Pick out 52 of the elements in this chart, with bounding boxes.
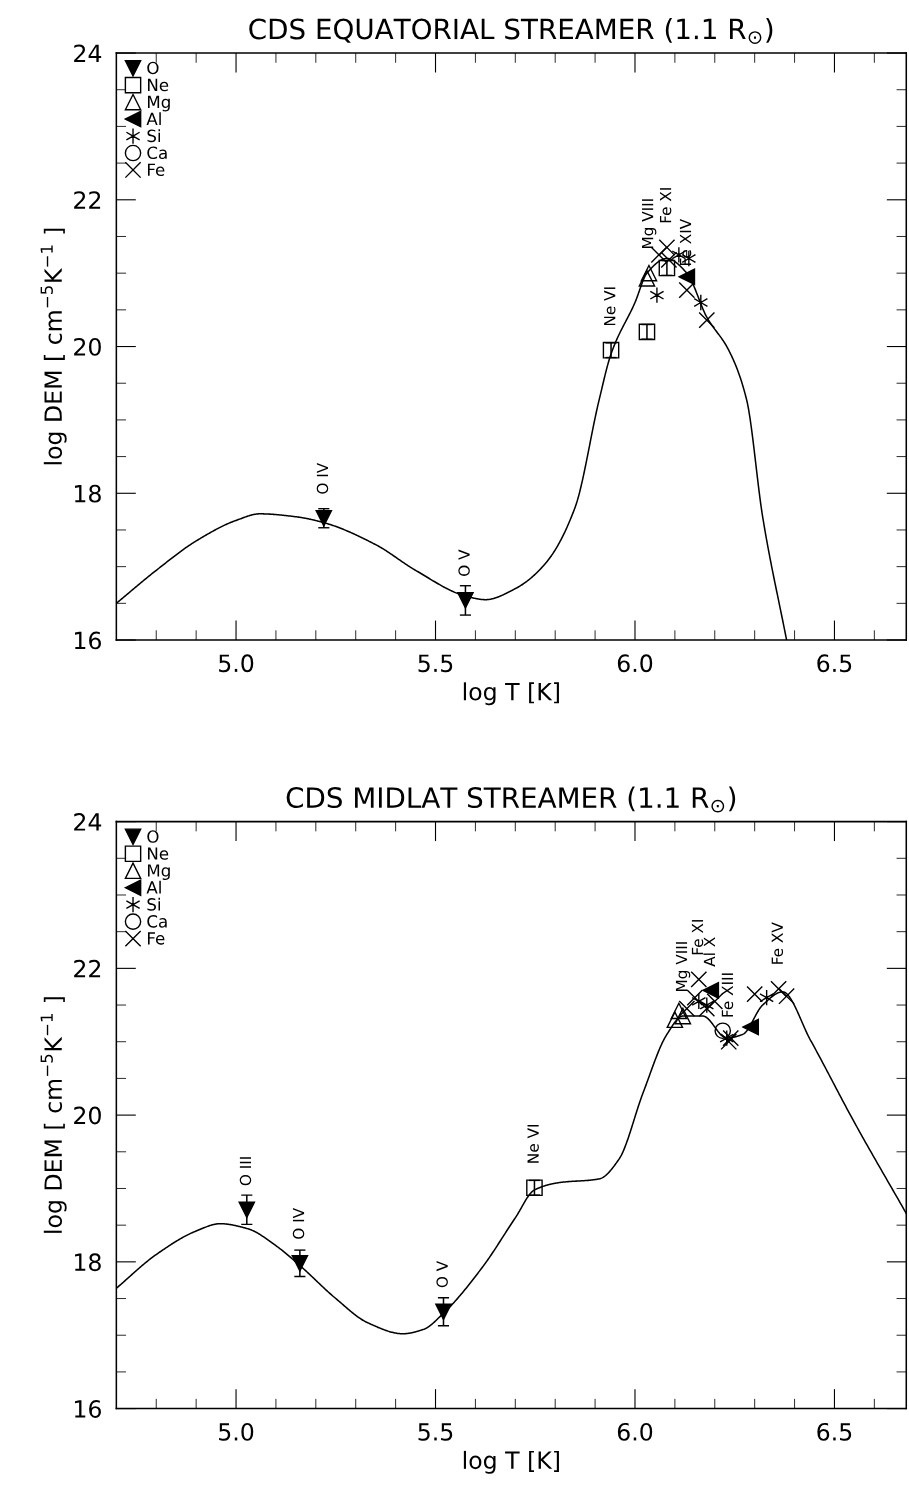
annotation: O V <box>436 1260 448 1288</box>
annotation: Fe XI <box>691 920 704 955</box>
annotation: O IV <box>316 462 329 494</box>
legend-label: O <box>147 61 159 75</box>
legend-label: O <box>147 830 159 843</box>
legend-label: Ne <box>147 78 169 92</box>
annotation: Al X <box>703 937 715 967</box>
annotation: O IV <box>292 1207 305 1239</box>
y-tick-label: 22 <box>74 959 101 978</box>
chart-title: CDS MIDLAT STREAMER (1.1 R$_{⊙}$) <box>286 786 736 813</box>
y-tick-label: 20 <box>74 337 101 356</box>
y-tick-label: 18 <box>75 484 101 503</box>
y-tick-label: 16 <box>75 1400 101 1418</box>
legend-label: Al <box>146 112 161 125</box>
y-axis-title: log DEM [ cm$^{−5}$K$^{−1}$ ] <box>40 228 67 465</box>
annotation: Mg VIII <box>642 199 657 249</box>
x-tick-label: 6.0 <box>617 654 653 673</box>
legend-label: Al <box>146 880 161 894</box>
x-tick-label: 6.5 <box>817 654 852 673</box>
legend-label: Ne <box>147 847 169 860</box>
annotation: O V <box>458 549 470 576</box>
chart-title: CDS EQUATORIAL STREAMER (1.1 R$_{⊙}$) <box>249 18 773 44</box>
legend-label: Fe <box>147 163 165 177</box>
x-axis-title: log T [K] <box>463 682 559 706</box>
y-tick-label: 24 <box>74 44 102 63</box>
x-tick-label: 6.5 <box>817 1422 852 1441</box>
y-tick-label: 16 <box>75 631 101 650</box>
annotation: O III <box>239 1157 252 1186</box>
y-tick-label: 22 <box>74 191 101 209</box>
annotation: Fe XIII <box>721 973 734 1017</box>
x-tick-label: 6.0 <box>617 1422 653 1441</box>
legend-label: Si <box>147 129 160 143</box>
y-tick-label: 18 <box>75 1253 101 1272</box>
x-axis-title: log T [K] <box>463 1450 559 1474</box>
annotation: Mg VIII <box>675 942 691 991</box>
x-tick-label: 5.0 <box>219 1422 254 1441</box>
x-tick-label: 5.5 <box>418 654 453 673</box>
y-axis-title: log DEM [ cm$^{−5}$K$^{−1}$ ] <box>40 997 67 1233</box>
annotation: Fe XV <box>771 922 784 964</box>
x-tick-label: 5.0 <box>219 654 254 673</box>
y-tick-label: 20 <box>74 1106 101 1125</box>
y-tick-label: 24 <box>74 813 102 831</box>
legend-label: Fe <box>147 932 165 945</box>
annotation: Fe XI <box>659 188 672 223</box>
x-tick-label: 5.5 <box>418 1423 453 1441</box>
legend-label: Ca <box>147 915 167 928</box>
annotation: Ne VI <box>604 287 616 326</box>
legend-label: Mg <box>147 95 170 112</box>
legend-label: Mg <box>147 864 170 881</box>
annotation: Ne VI <box>527 1124 539 1163</box>
legend-label: Si <box>147 897 160 911</box>
legend-label: Ca <box>147 146 167 160</box>
